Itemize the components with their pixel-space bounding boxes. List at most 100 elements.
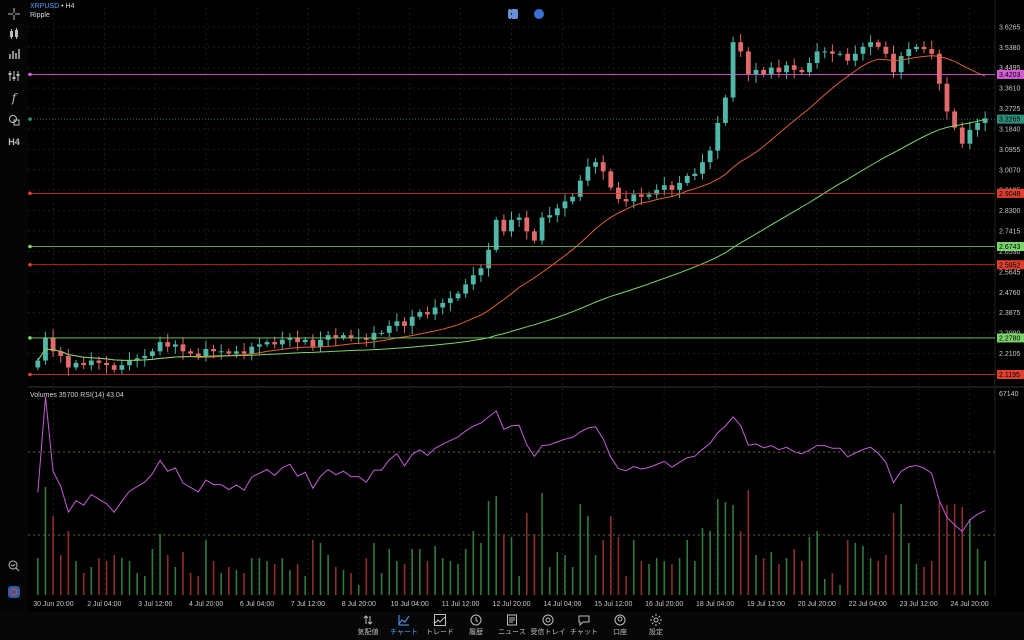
price-level-handle [28,262,32,267]
price-level-handle [28,72,32,77]
zoom-icon[interactable] [4,556,24,576]
time-label: 12 Jul 20:00 [492,601,530,608]
volume-bar [732,505,734,595]
time-label: 20 Jul 20:00 [798,601,836,608]
volume-bar [212,561,215,595]
volume-bar [457,564,459,595]
nav-item-label: トレード [426,629,454,636]
candle-body [738,42,744,52]
candle-body [524,217,530,232]
function-icon[interactable]: f [11,91,17,105]
volume-bar [82,573,85,595]
candle-body [929,49,935,54]
time-label: 18 Jul 04:00 [696,601,734,608]
candle-body [516,217,522,220]
candle-body [784,65,789,73]
volume-bar [449,561,452,595]
candle-body [959,127,965,144]
nav-item-account[interactable]: 口座 [602,612,638,640]
candle-body [975,122,980,130]
volume-bar [441,558,444,595]
nav-item-label: チャット [570,629,598,636]
volume-bar [258,558,261,595]
time-label: 3 Jul 12:00 [138,601,172,608]
nav-item-history[interactable]: 履歴 [458,612,494,640]
volume-bar [472,531,475,595]
timeframe-button[interactable]: H4 [8,137,20,147]
candle-body [96,360,102,363]
volume-bar [648,564,650,595]
volume-bar [632,540,635,595]
volume-bar [907,543,910,595]
price-level-tag [997,242,1024,252]
candle-body [386,325,392,333]
candle-body [333,335,339,338]
volume-bar [655,558,658,595]
price-chart[interactable]: 30 Jun 20:00 2 Jul 04:00 3 Jul 12:00 4 Jul … [0,0,1024,612]
crosshair-icon[interactable] [4,4,24,24]
one-click-trading-icon[interactable] [508,9,518,19]
time-label: 15 Jul 12:00 [594,601,632,608]
price-label: 2.8300 [999,208,1021,215]
candle-body [570,196,576,202]
volume-bar [946,505,948,595]
nav-item-chart[interactable]: チャート [386,612,422,640]
nav-item-arrows[interactable]: 気配値 [350,612,386,640]
candle-body [486,249,491,269]
volume-bar [846,540,849,595]
candle-body [982,118,988,123]
candle-body [455,293,461,299]
price-label: 3.0070 [999,167,1021,174]
nav-item-settings[interactable]: 設定 [638,612,674,640]
volume-bar [785,558,788,595]
volume-bar [762,558,765,595]
volume-bar [67,531,70,595]
volume-bar [411,549,413,595]
nav-item-chat[interactable]: チャット [566,612,602,640]
time-label: 23 Jul 12:00 [900,601,938,608]
timer-icon[interactable] [534,9,544,19]
price-label: 3.6265 [999,24,1021,31]
time-label: 30 Jun 20:00 [33,601,74,608]
candle-body [432,307,438,315]
nav-item-news[interactable]: ニュース [494,612,530,640]
objects-icon[interactable] [4,110,24,130]
candle-body [379,332,385,334]
volume-bars [37,487,986,595]
candle-body [134,358,140,361]
price-label: 3.0955 [999,147,1021,154]
price-label: 2.7415 [999,229,1021,236]
time-label: 10 Jul 04:00 [391,601,429,608]
indicators-icon[interactable] [4,66,24,86]
volume-bar [564,555,566,595]
nav-item-trade[interactable]: トレード [422,612,458,640]
candle-body [883,46,889,54]
indicator-axis-label: 67140 [999,391,1019,398]
nav-item-inbox[interactable]: 受信トレイ [530,612,566,640]
volume-bar [671,564,673,595]
candle-body [88,360,94,366]
candle-body [234,351,239,354]
candle-body [218,351,224,353]
candle-body [447,298,453,303]
bars-icon[interactable] [4,44,24,64]
volume-bar [90,567,93,595]
chart-icon [398,615,410,626]
volume-bar [587,516,589,595]
candles-icon[interactable] [4,24,24,44]
time-label: 2 Jul 04:00 [87,601,121,608]
candle-body [81,362,87,366]
price-level-handle [28,191,32,196]
candle-body [341,335,346,338]
volume-bar [594,555,597,595]
candle-body [967,129,973,144]
candle-body [768,67,774,75]
trading-icon[interactable] [4,582,24,602]
volume-bar [716,499,719,595]
candle-body [272,342,278,345]
volume-bar [610,516,612,595]
price-level-handle [28,117,32,121]
volume-bar [793,549,795,595]
candle-body [623,199,629,202]
news-icon [507,614,517,626]
